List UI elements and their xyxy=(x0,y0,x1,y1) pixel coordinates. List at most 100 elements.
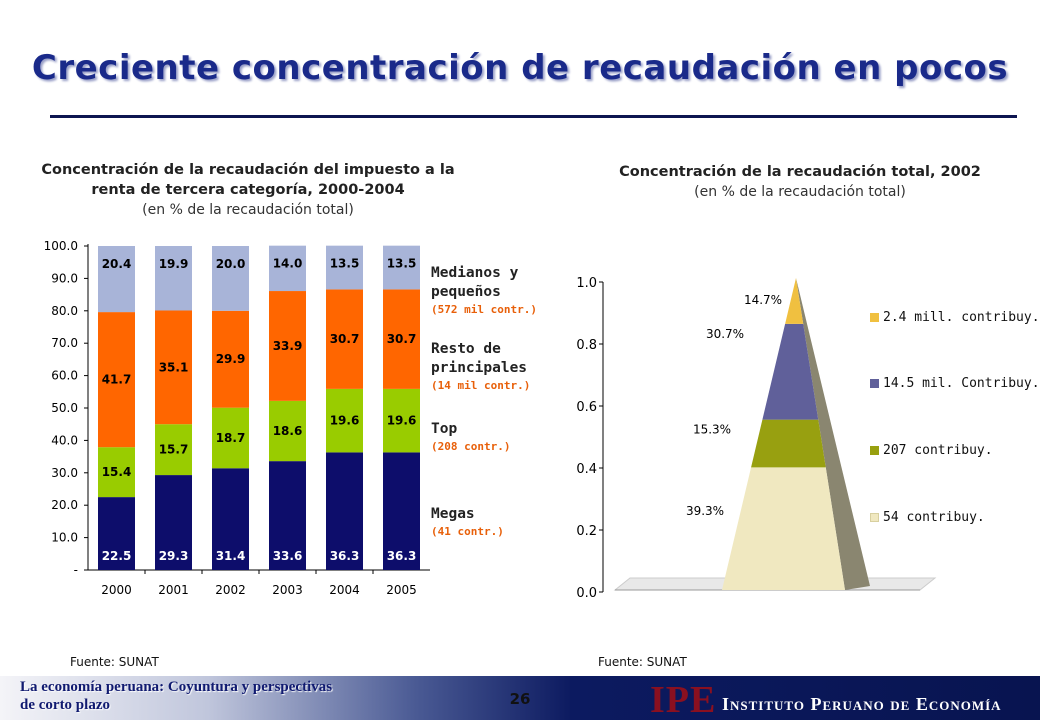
legend-label: Resto de xyxy=(431,341,501,357)
institute-name: Instituto Peruano de Economía xyxy=(722,694,1002,714)
legend-swatch xyxy=(870,445,879,455)
pyramid-data-label: 14.7% xyxy=(744,293,782,307)
bar-segment xyxy=(326,388,363,453)
data-label: 35.1 xyxy=(159,360,189,374)
legend-label: pequeños xyxy=(431,284,501,300)
y-tick-label: 80.0 xyxy=(51,304,78,318)
data-label: 30.7 xyxy=(330,332,360,346)
legend-item-megas: Megas (41 contr.) xyxy=(431,505,504,540)
x-tick-label: 2003 xyxy=(272,583,303,597)
bar-segment xyxy=(155,310,192,425)
bar-segment xyxy=(98,447,135,498)
y-tick-label: 100.0 xyxy=(44,239,78,253)
legend-note: (208 contr.) xyxy=(431,440,511,453)
bar-segment xyxy=(326,245,363,290)
legend-note: (572 mil contr.) xyxy=(431,303,537,316)
legend-swatch xyxy=(870,512,879,522)
bar-segment xyxy=(155,475,192,570)
title-underline xyxy=(50,115,1017,118)
bar-segment xyxy=(383,452,420,570)
data-label: 14.0 xyxy=(273,257,303,271)
footer-title-line: de corto plazo xyxy=(20,697,110,713)
bar-segment xyxy=(383,245,420,290)
data-label: 33.6 xyxy=(273,549,303,563)
pyramid-y-tick-label: 0.8 xyxy=(576,338,597,353)
pyramid-data-label: 39.3% xyxy=(686,504,724,518)
pyramid-side-face xyxy=(796,278,870,590)
bar-segment xyxy=(383,388,420,453)
pyramid-y-tick-label: 0.6 xyxy=(576,400,597,415)
data-label: 29.3 xyxy=(159,549,189,563)
bar-segment xyxy=(98,497,135,570)
x-tick-label: 2001 xyxy=(158,583,189,597)
y-tick-label: 70.0 xyxy=(51,336,78,350)
pyramid-segment xyxy=(722,467,845,590)
y-tick-label: 50.0 xyxy=(51,401,78,415)
pyramid-legend-item: 2.4 mill. contribuy. xyxy=(870,309,1040,325)
bar-segment xyxy=(383,289,420,389)
bar-segment xyxy=(212,246,249,311)
bar-segment xyxy=(98,312,135,448)
pyramid-legend-item: 14.5 mil. Contribuy. xyxy=(870,375,1040,391)
bar-segment xyxy=(98,246,135,313)
legend-label: Top xyxy=(431,421,458,437)
footer-presentation-title: La economía peruana: Coyuntura y perspec… xyxy=(20,678,332,714)
y-tick-label: 40.0 xyxy=(51,433,78,447)
x-tick-label: 2005 xyxy=(386,583,417,597)
y-tick-label: - xyxy=(74,563,78,577)
legend-note: (41 contr.) xyxy=(431,525,504,538)
data-label: 18.6 xyxy=(273,424,303,438)
pyramid-segment xyxy=(785,278,804,324)
data-label: 31.4 xyxy=(216,549,246,563)
footer-title-line: La economía peruana: Coyuntura y perspec… xyxy=(20,679,333,695)
data-label: 33.9 xyxy=(273,339,303,353)
pyramid-chart-subtitle: (en % de la recaudación total) xyxy=(694,184,906,200)
pyramid-chart-title: Concentración de la recaudación total, 2… xyxy=(619,164,981,180)
ipe-logo: IPE xyxy=(650,679,717,721)
data-label: 13.5 xyxy=(330,257,360,271)
pyramid-chart-heading: Concentración de la recaudación total, 2… xyxy=(580,162,1020,202)
y-tick-label: 20.0 xyxy=(51,498,78,512)
page-number: 26 xyxy=(509,690,531,708)
x-tick-label: 2002 xyxy=(215,583,246,597)
x-tick-label: 2004 xyxy=(329,583,360,597)
pyramid-chart-source: Fuente: SUNAT xyxy=(598,655,687,669)
pyramid-data-label: 30.7% xyxy=(706,327,744,341)
bar-segment xyxy=(269,291,306,401)
slide-title: Creciente concentración de recaudación e… xyxy=(31,48,1009,88)
pyramid-legend-item: 54 contribuy. xyxy=(870,509,985,525)
pyramid-legend-item: 207 contribuy. xyxy=(870,442,993,458)
pyramid-segment xyxy=(751,419,826,468)
legend-label: principales xyxy=(431,360,528,376)
data-label: 15.4 xyxy=(102,465,132,479)
data-label: 13.5 xyxy=(387,257,417,271)
y-tick-label: 30.0 xyxy=(51,466,78,480)
legend-label: 14.5 mil. Contribuy. xyxy=(883,375,1040,391)
pyramid-y-tick-label: 1.0 xyxy=(576,276,597,291)
y-tick-label: 90.0 xyxy=(51,271,78,285)
pyramid-y-tick-label: 0.0 xyxy=(576,586,597,601)
data-label: 19.6 xyxy=(387,414,417,428)
bar-segment xyxy=(155,246,192,311)
bar-segment xyxy=(269,400,306,462)
data-label: 22.5 xyxy=(102,549,132,563)
bar-segment xyxy=(326,289,363,389)
legend-swatch xyxy=(870,378,879,388)
data-label: 18.7 xyxy=(216,431,246,445)
legend-label: Medianos y xyxy=(431,265,519,281)
bar-segment xyxy=(269,461,306,570)
bar-segment xyxy=(212,407,249,469)
legend-label: 2.4 mill. contribuy. xyxy=(883,309,1040,325)
data-label: 36.3 xyxy=(330,549,360,563)
data-label: 20.0 xyxy=(216,257,246,271)
legend-label: 207 contribuy. xyxy=(883,442,993,458)
bar-segment xyxy=(212,468,249,570)
pyramid-y-tick-label: 0.4 xyxy=(576,462,597,477)
pyramid-segment xyxy=(762,323,819,420)
data-label: 30.7 xyxy=(387,332,417,346)
legend-item-resto: Resto de principales (14 mil contr.) xyxy=(431,340,530,394)
legend-swatch xyxy=(870,312,879,322)
pyramid-data-label: 15.3% xyxy=(693,423,731,437)
legend-label: 54 contribuy. xyxy=(883,509,985,525)
